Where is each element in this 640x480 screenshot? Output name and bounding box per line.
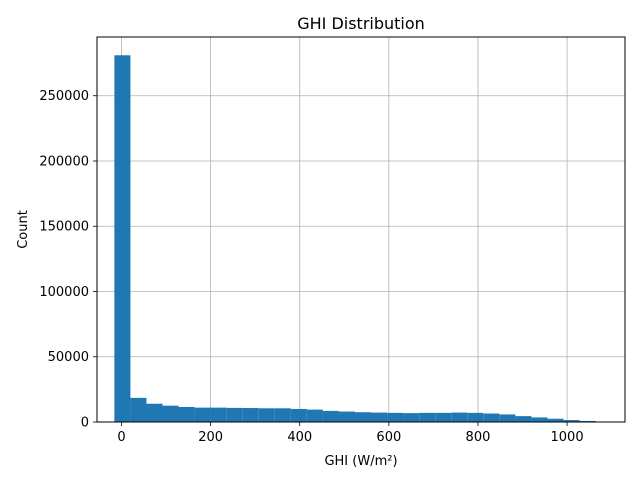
histogram-bar [403, 413, 420, 422]
x-axis-label: GHI (W/m²) [324, 454, 397, 469]
chart-title: GHI Distribution [297, 14, 425, 33]
histogram-bar [483, 413, 500, 422]
histogram-bar [579, 420, 596, 422]
histogram-bar [274, 408, 291, 422]
x-tick-label: 1000 [551, 430, 584, 445]
y-tick-label: 50000 [48, 350, 89, 365]
x-tick-label: 600 [376, 430, 401, 445]
histogram-bar [258, 408, 275, 422]
histogram-bar [451, 412, 468, 422]
histogram-bar [371, 412, 388, 422]
y-tick-label: 150000 [39, 220, 89, 235]
histogram-bar [226, 407, 243, 422]
x-tick-label: 0 [117, 430, 125, 445]
histogram-bar [114, 55, 131, 423]
y-axis: 0 50000 100000 150000 200000 250000 [39, 89, 97, 431]
histogram-bar [467, 412, 484, 422]
histogram-bar [515, 416, 532, 422]
histogram-bar [290, 408, 307, 422]
histogram-bar [387, 412, 404, 422]
y-tick-label: 200000 [39, 154, 89, 169]
histogram-bar [130, 397, 147, 422]
y-tick-label: 250000 [39, 89, 89, 104]
histogram-bar [194, 407, 211, 422]
histogram-bar [306, 409, 323, 422]
histogram-bar [499, 414, 516, 422]
histogram-bar [146, 403, 163, 422]
x-tick-label: 200 [198, 430, 223, 445]
histogram-bar [338, 411, 355, 422]
grid [97, 37, 625, 423]
histogram-bar [354, 412, 372, 422]
bars [114, 55, 612, 423]
y-axis-label: Count [16, 210, 31, 249]
histogram-bar [563, 420, 580, 422]
histogram-bar [162, 405, 179, 422]
histogram-bar [547, 418, 564, 422]
x-axis: 0 200 400 600 800 1000 [117, 422, 584, 445]
histogram-bar [435, 412, 452, 422]
plot-frame [96, 36, 626, 423]
histogram-bar [322, 410, 339, 422]
histogram-bar [531, 417, 548, 422]
x-tick-label: 800 [466, 430, 491, 445]
histogram-bar [178, 406, 195, 422]
y-tick-label: 100000 [39, 285, 89, 300]
histogram-bar [210, 407, 227, 422]
histogram-bar [242, 408, 259, 422]
x-tick-label: 400 [287, 430, 312, 445]
y-tick-label: 0 [81, 416, 89, 431]
histogram-bar [419, 412, 436, 422]
